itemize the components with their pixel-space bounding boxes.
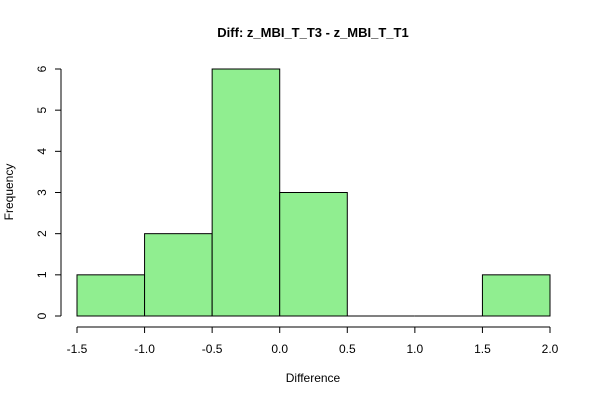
x-tick-label-3: 0.0 bbox=[271, 342, 288, 356]
x-axis: -1.5 -1.0 -0.5 0.0 0.5 1.0 1.5 2.0 bbox=[67, 326, 559, 356]
histogram-bar-1 bbox=[144, 233, 213, 317]
x-tick-label-0: -1.5 bbox=[67, 342, 88, 356]
x-tick-label-2: -0.5 bbox=[202, 342, 223, 356]
histogram-bar-2 bbox=[211, 68, 281, 317]
y-axis: 0 1 2 3 4 5 6 bbox=[35, 65, 62, 319]
chart-title: Diff: z_MBI_T_T3 - z_MBI_T_T1 bbox=[217, 25, 408, 40]
y-tick-label-1: 1 bbox=[35, 271, 49, 278]
bars-layer bbox=[76, 68, 551, 317]
histogram-bar-3 bbox=[279, 192, 348, 317]
x-tick-label-7: 2.0 bbox=[542, 342, 559, 356]
y-tick-label-4: 4 bbox=[35, 148, 49, 155]
x-tick-label-5: 1.0 bbox=[407, 342, 424, 356]
histogram-bar-6 bbox=[481, 274, 551, 317]
y-tick-label-6: 6 bbox=[35, 65, 49, 72]
y-axis-label: Frequency bbox=[2, 164, 16, 221]
y-tick-label-2: 2 bbox=[35, 230, 49, 237]
x-axis-label: Difference bbox=[286, 371, 341, 385]
x-tick-label-6: 1.5 bbox=[474, 342, 491, 356]
y-tick-label-0: 0 bbox=[35, 312, 49, 319]
histogram-bar-0 bbox=[76, 274, 146, 317]
y-tick-label-5: 5 bbox=[35, 107, 49, 114]
x-tick-label-4: 0.5 bbox=[339, 342, 356, 356]
x-tick-label-1: -1.0 bbox=[134, 342, 155, 356]
y-tick-label-3: 3 bbox=[35, 189, 49, 196]
